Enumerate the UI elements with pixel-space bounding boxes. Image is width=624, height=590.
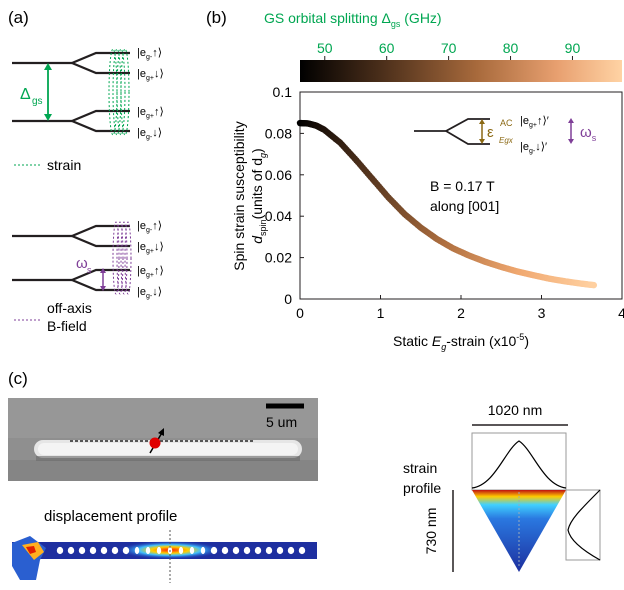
panel-b: (b) GS orbital splitting Δgs (GHz) 50 60 7… [206, 8, 624, 352]
y-axis-ticks: 0 0.02 0.04 0.06 0.08 0.1 [265, 84, 304, 307]
svg-text:|eg+↑⟩: |eg+↑⟩ [137, 106, 164, 120]
emitter-dot [149, 437, 161, 449]
panel-a: (a) Δ gs |eg-↑⟩ |eg+↓⟩ |eg+↑⟩ [8, 8, 164, 334]
strain-profile-line1: strain [403, 460, 437, 476]
y-tick-label: 0.02 [265, 250, 292, 266]
panel-c-label: (c) [8, 369, 28, 388]
x-axis-ticks: 0 1 2 3 4 [296, 295, 624, 321]
crystal-hole [178, 546, 184, 555]
crystal-hole [298, 546, 306, 555]
svg-text:|eg-↓⟩: |eg-↓⟩ [137, 127, 162, 141]
panel-a-label: (a) [8, 8, 29, 27]
svg-text:|eg+↑⟩: |eg+↑⟩ [137, 265, 164, 279]
annotation-b-field: B = 0.17 T [430, 178, 495, 194]
crystal-hole [89, 546, 97, 555]
crystal-hole [243, 546, 251, 555]
delta-gs-label: Δ [20, 86, 31, 103]
crystal-hole [232, 546, 240, 555]
displacement-profile [12, 530, 317, 583]
strain-ellipses [108, 48, 130, 136]
crystal-hole [287, 546, 295, 555]
data-point [590, 281, 598, 289]
x-tick-label: 0 [296, 305, 304, 321]
crystal-hole [276, 546, 284, 555]
y-tick-label: 0 [284, 291, 292, 307]
y-tick-label: 0.08 [265, 125, 292, 141]
svg-text:|eg+↓⟩: |eg+↓⟩ [137, 68, 164, 82]
panel-b-label: (b) [206, 8, 227, 27]
panel-c: (c) 5 um displacement profile [8, 369, 601, 583]
inset-epsilon-sup: AC [500, 118, 513, 128]
crystal-hole [67, 546, 75, 555]
x-tick-label: 1 [377, 305, 385, 321]
crystal-hole [134, 546, 140, 555]
bfield-legend-line2: B-field [47, 318, 87, 334]
colorbar-ticks: 50 60 70 80 90 [317, 40, 580, 60]
delta-gs-arrow: Δ gs [20, 63, 52, 121]
bfield-ellipses [112, 221, 132, 295]
state-labels-2: |eg-↑⟩ |eg+↓⟩ |eg+↑⟩ |eg-↓⟩ [137, 220, 164, 300]
svg-text:|eg-↑⟩: |eg-↑⟩ [137, 220, 162, 234]
state-labels-1: |eg-↑⟩ |eg+↓⟩ |eg+↑⟩ |eg-↓⟩ [137, 47, 164, 141]
colorbar-tick-label: 60 [379, 40, 395, 56]
colorbar-tick-label: 70 [441, 40, 457, 56]
level-diagram-bfield [12, 224, 130, 292]
inset-epsilon: ε [487, 124, 494, 141]
omega-s-sub: s [87, 265, 92, 275]
sem-image: 5 um [8, 398, 318, 481]
colorbar-tick-label: 80 [503, 40, 519, 56]
crystal-hole [156, 546, 162, 555]
susceptibility-series [296, 119, 598, 289]
crystal-hole [78, 546, 86, 555]
y-axis-label-line2: dspin(units of dg) [249, 148, 268, 243]
annotation-along: along [001] [430, 198, 499, 214]
delta-gs-sub: gs [32, 96, 43, 107]
x-axis-label: Static Eg-strain (x10-5) [393, 332, 529, 352]
inset-omega: ωs [580, 124, 597, 143]
svg-text:|eg-↓⟩: |eg-↓⟩ [137, 286, 162, 300]
x-tick-label: 3 [538, 305, 546, 321]
crystal-hole [200, 546, 206, 555]
inset-state-bot: |eg-↓⟩′ [520, 141, 547, 155]
bfield-legend-line1: off-axis [47, 300, 92, 316]
y-tick-label: 0.06 [265, 167, 292, 183]
crystal-hole [122, 546, 130, 555]
crystal-hole [100, 546, 108, 555]
crystal-hole [210, 546, 218, 555]
inset-level-diagram: ε AC Egx |eg+↑⟩′ |eg-↓⟩′ ωs [414, 115, 597, 155]
strain-profile [471, 432, 601, 572]
x-tick-label: 4 [618, 305, 624, 321]
crystal-hole [145, 546, 151, 555]
x-tick-label: 2 [457, 305, 465, 321]
inset-epsilon-sub: Egx [499, 136, 514, 145]
height-label: 730 nm [423, 508, 439, 555]
y-axis-label-line1: Spin strain susceptibility [231, 121, 247, 270]
scalebar-label: 5 um [266, 414, 297, 430]
displacement-title: displacement profile [44, 508, 177, 525]
crystal-hole [265, 546, 273, 555]
svg-text:|eg-↑⟩: |eg-↑⟩ [137, 47, 162, 61]
y-tick-label: 0.04 [265, 208, 292, 224]
crystal-hole [189, 546, 195, 555]
crystal-hole [111, 546, 119, 555]
svg-text:|eg+↓⟩: |eg+↓⟩ [137, 241, 164, 255]
width-label: 1020 nm [488, 402, 542, 418]
omega-s-label: ω [76, 255, 88, 272]
colorbar-title: GS orbital splitting Δgs (GHz) [264, 10, 442, 29]
omega-s-arrow: ω s [76, 255, 106, 291]
inset-state-top: |eg+↑⟩′ [520, 115, 549, 129]
colorbar [300, 60, 622, 82]
colorbar-tick-label: 90 [565, 40, 581, 56]
y-tick-label: 0.1 [273, 84, 293, 100]
crystal-hole [254, 546, 262, 555]
crystal-hole [56, 546, 64, 555]
colorbar-tick-label: 50 [317, 40, 333, 56]
level-diagram-strain [12, 51, 130, 133]
crystal-hole [221, 546, 229, 555]
strain-profile-line2: profile [403, 480, 441, 496]
strain-legend-label: strain [47, 157, 81, 173]
